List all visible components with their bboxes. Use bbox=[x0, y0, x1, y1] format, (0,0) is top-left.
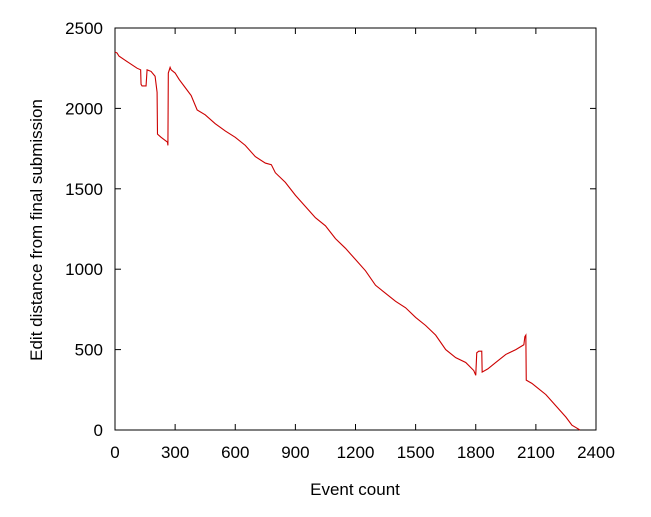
x-tick-label: 0 bbox=[110, 443, 119, 462]
y-tick-label: 1000 bbox=[65, 260, 103, 279]
x-tick-label: 1500 bbox=[397, 443, 435, 462]
plot-frame bbox=[114, 27, 597, 431]
x-tick-label: 900 bbox=[281, 443, 309, 462]
series-line bbox=[114, 51, 581, 431]
y-tick-label: 1500 bbox=[65, 180, 103, 199]
x-tick-label: 600 bbox=[221, 443, 249, 462]
y-tick-label: 2500 bbox=[65, 19, 103, 38]
x-tick-label: 1800 bbox=[457, 443, 495, 462]
x-tick-label: 1200 bbox=[337, 443, 375, 462]
y-tick-label: 0 bbox=[94, 421, 103, 440]
x-axis-title: Event count bbox=[310, 480, 400, 499]
series-layer bbox=[114, 51, 581, 431]
ticks-layer: 0 300 600 900 1200 1500 1800 2100 2400 0 500 1000 15… bbox=[65, 19, 615, 462]
y-axis-title: Edit distance from final submission bbox=[27, 99, 46, 361]
x-tick-label: 2100 bbox=[517, 443, 555, 462]
y-tick-label: 500 bbox=[75, 341, 103, 360]
x-tick-label: 300 bbox=[161, 443, 189, 462]
y-tick-label: 2000 bbox=[65, 99, 103, 118]
x-tick-label: 2400 bbox=[577, 443, 615, 462]
